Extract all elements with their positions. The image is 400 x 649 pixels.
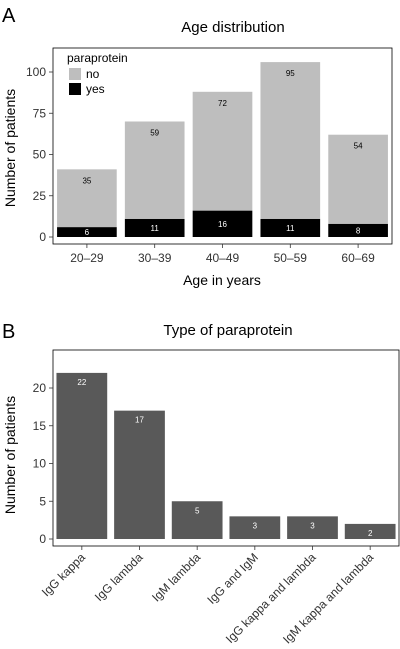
chart-b-y-axis: 0 5 10 15 20: [33, 381, 53, 546]
bar-yes-2: [192, 210, 253, 237]
bar-no-2: [192, 91, 253, 211]
x-tick-label: IgG and IgM: [204, 550, 261, 607]
y-tick-label: 10: [33, 457, 47, 471]
bar-1: [114, 410, 165, 539]
y-tick-label: 50: [33, 148, 47, 162]
x-tick-label: IgM lambda: [149, 550, 203, 604]
bar-no-0: [57, 169, 117, 228]
bar-label-yes-1: 11: [151, 224, 160, 233]
x-tick-label: 60–69: [341, 251, 375, 265]
chart-a-x-axis: 20–29 30–39 40–49 50–59 60–69: [70, 244, 375, 265]
chart-a-legend: paraprotein no yes: [67, 51, 128, 96]
legend-label-no: no: [86, 67, 100, 81]
x-tick-label: 30–39: [138, 251, 172, 265]
bar-label-2: 5: [195, 506, 200, 515]
bar-label-0: 22: [77, 378, 86, 387]
chart-a-y-axis-label: Number of patients: [2, 89, 18, 207]
bar-label-no-1: 59: [150, 129, 159, 138]
bar-yes-0: [57, 227, 117, 237]
x-tick-label: 50–59: [274, 251, 308, 265]
chart-a-bars: 6 35 11 59 16 72 11 95 8 54: [57, 62, 388, 237]
bar-label-no-2: 72: [218, 99, 227, 108]
y-tick-label: 25: [33, 189, 47, 203]
legend-swatch-no: [69, 68, 81, 80]
y-tick-label: 100: [26, 65, 46, 79]
chart-b-bars: 22 17 5 3 3 2: [56, 372, 396, 539]
y-tick-label: 15: [33, 419, 47, 433]
bar-no-4: [328, 134, 388, 224]
x-tick-label: 20–29: [70, 251, 104, 265]
bar-yes-1: [124, 218, 185, 237]
bar-yes-4: [328, 223, 388, 237]
y-tick-label: 5: [39, 494, 46, 508]
y-tick-label: 75: [33, 106, 47, 120]
bar-yes-3: [260, 218, 321, 237]
legend-swatch-yes: [69, 83, 81, 95]
bar-no-3: [260, 62, 321, 219]
chart-b-title: Type of paraprotein: [163, 322, 292, 339]
y-tick-label: 0: [39, 230, 46, 244]
bar-3: [229, 516, 281, 539]
bar-label-no-3: 95: [286, 69, 295, 78]
bar-0: [56, 372, 108, 539]
bar-2: [171, 501, 223, 539]
chart-a-y-axis: 0 25 50 75 100: [26, 65, 53, 244]
bar-label-5: 2: [368, 529, 373, 538]
chart-a-x-axis-label: Age in years: [183, 272, 261, 288]
legend-label-yes: yes: [86, 82, 105, 96]
bar-label-1: 17: [135, 416, 144, 425]
legend-title: paraprotein: [67, 51, 128, 65]
chart-a-title: Age distribution: [181, 19, 284, 36]
x-tick-label: IgG kappa: [39, 550, 88, 599]
bar-label-3: 3: [253, 521, 258, 530]
bar-label-4: 3: [310, 521, 315, 530]
chart-b-plot-frame: [52, 349, 400, 547]
chart-b-y-axis-label: Number of patients: [2, 396, 18, 514]
x-tick-label: IgG lambda: [92, 550, 146, 604]
bar-label-no-0: 35: [82, 176, 91, 185]
bar-no-1: [124, 121, 185, 219]
panel-b-letter: B: [2, 321, 15, 343]
bar-label-yes-4: 8: [356, 226, 361, 235]
bar-label-yes-2: 16: [218, 220, 227, 229]
bar-label-no-4: 54: [354, 142, 363, 151]
y-tick-label: 0: [39, 532, 46, 546]
panel-a-letter: A: [2, 5, 16, 27]
bar-label-yes-0: 6: [85, 228, 90, 237]
bar-label-yes-3: 11: [286, 224, 295, 233]
x-tick-label: 40–49: [206, 251, 240, 265]
y-tick-label: 20: [33, 381, 47, 395]
chart-b-x-axis: IgG kappa IgG lambda IgM lambda IgG and IgM…: [39, 546, 377, 646]
bar-4: [287, 516, 338, 539]
bar-5: [344, 523, 396, 539]
